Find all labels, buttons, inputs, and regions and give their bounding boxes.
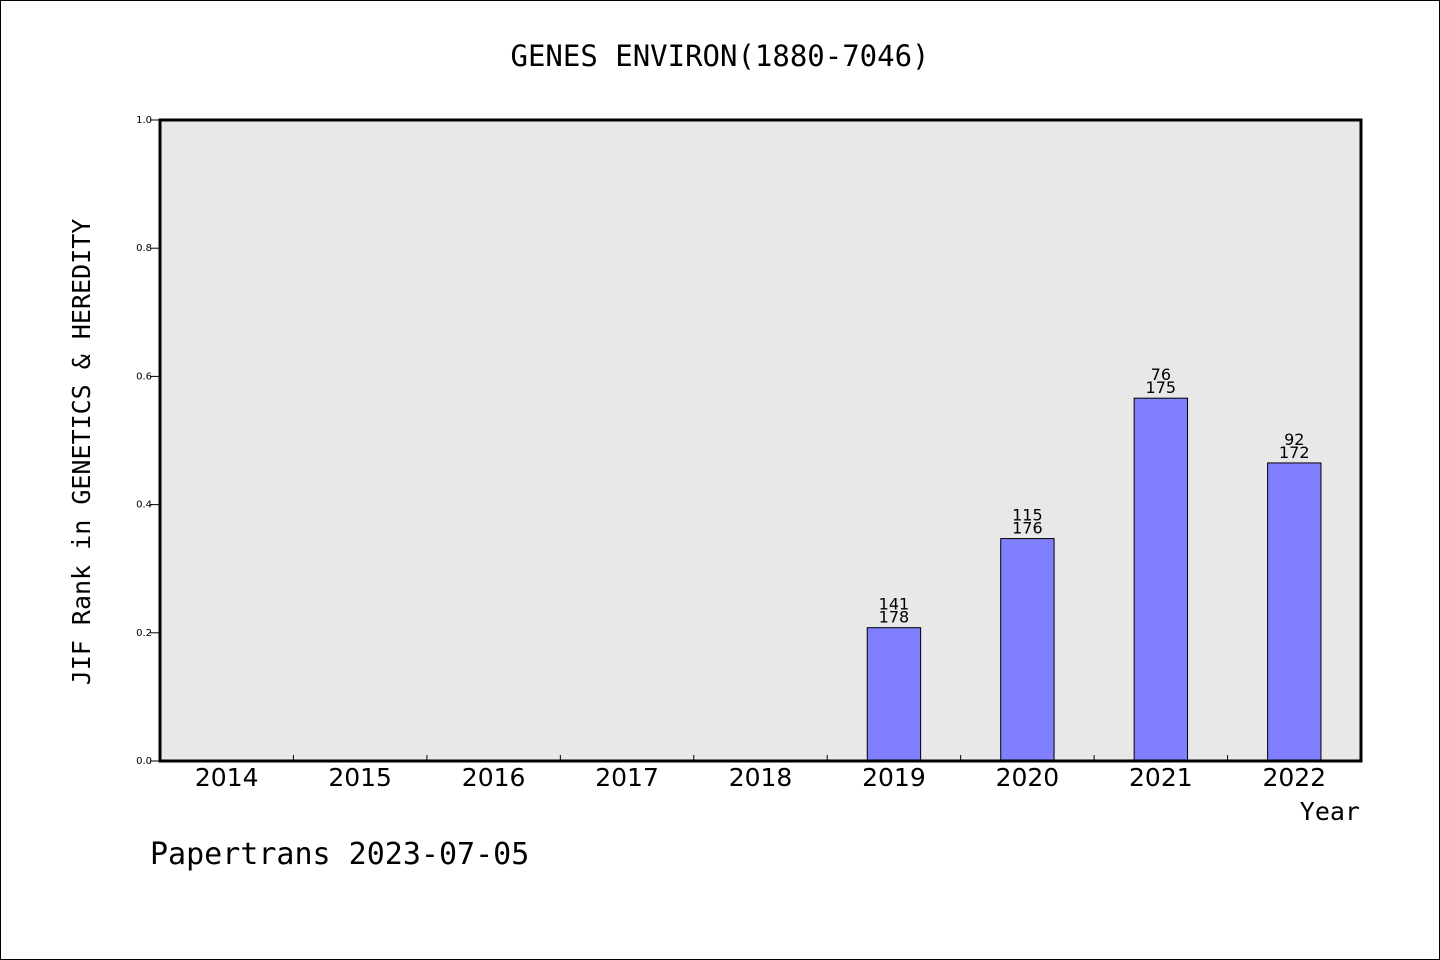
plot-border xyxy=(158,118,1363,763)
bar-total-label: 178 xyxy=(879,608,910,627)
x-tick-label: 2016 xyxy=(462,763,526,792)
y-tick-label: 1.0 xyxy=(136,115,152,126)
bar-2020 xyxy=(1000,538,1055,762)
x-tick-label: 2019 xyxy=(862,763,926,792)
x-tick-label: 2017 xyxy=(595,763,659,792)
bar-rank-label: 92 xyxy=(1284,430,1304,449)
x-tick-label: 2020 xyxy=(996,763,1060,792)
x-tick-label: 2014 xyxy=(195,763,259,792)
x-tick-label: 2022 xyxy=(1262,763,1326,792)
bar-total-label: 175 xyxy=(1146,378,1177,397)
x-tick-label: 2015 xyxy=(328,763,392,792)
y-tick-label: 0.8 xyxy=(136,243,152,254)
x-axis-label: Year xyxy=(1300,797,1360,826)
y-tick-label: 0.6 xyxy=(136,371,152,382)
x-tick-label: 2021 xyxy=(1129,763,1193,792)
bars-group xyxy=(866,397,1322,762)
y-tick-label: 0.4 xyxy=(136,500,152,511)
x-tick-label: 2018 xyxy=(729,763,793,792)
footer-credit: Papertrans 2023-07-05 xyxy=(150,837,529,872)
y-tick-label: 0.0 xyxy=(136,756,152,767)
bar-rank-label: 76 xyxy=(1151,365,1171,384)
x-axis-ticks: 2014 2015 2016 2017 2018 2019 2020 2021 2022 xyxy=(195,755,1326,792)
y-axis-ticks: 0.0 0.2 0.4 0.6 0.8 1.0 xyxy=(136,115,160,767)
bar-2022 xyxy=(1267,462,1322,762)
bar-2019 xyxy=(866,627,922,762)
y-tick-label: 0.2 xyxy=(136,628,152,639)
bar-total-label: 172 xyxy=(1279,443,1310,462)
bar-2021 xyxy=(1133,397,1189,762)
bar-rank-label: 141 xyxy=(879,595,910,614)
bar-total-label: 176 xyxy=(1012,519,1043,538)
bar-rank-label: 115 xyxy=(1012,506,1043,525)
y-axis-label: JIF Rank in GENETICS & HEREDITY xyxy=(67,219,96,686)
chart-title: GENES ENVIRON(1880-7046) xyxy=(510,39,929,73)
